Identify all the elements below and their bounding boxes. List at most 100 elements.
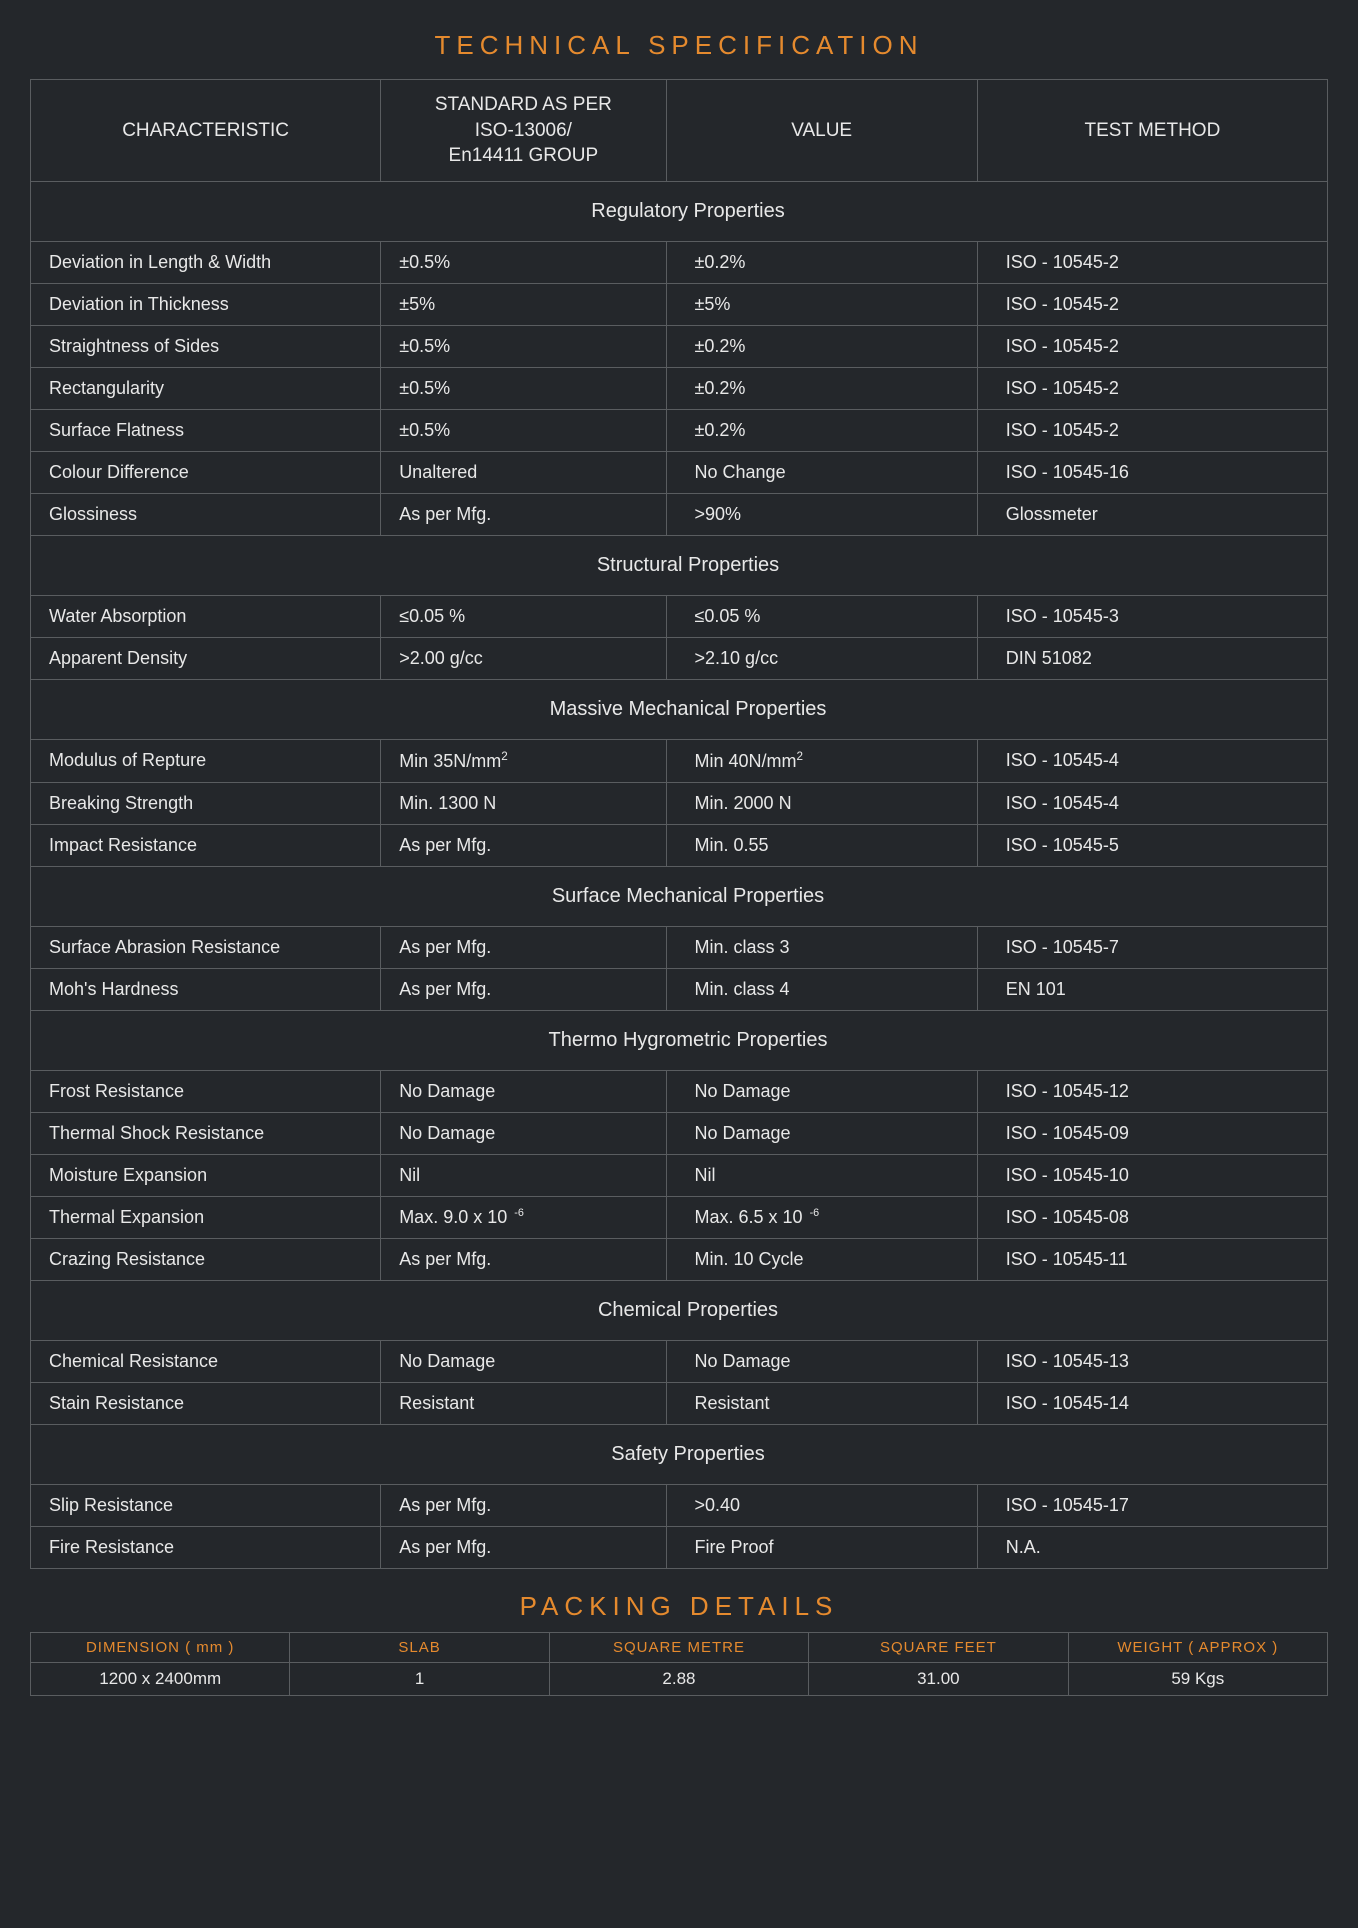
spec-cell-c4: ISO - 10545-5: [977, 824, 1327, 866]
spec-cell-c3: Max. 6.5 x 10 -6: [666, 1196, 977, 1238]
spec-row: Stain ResistanceResistantResistantISO - …: [31, 1382, 1328, 1424]
spec-cell-c2: No Damage: [381, 1112, 666, 1154]
spec-cell-c1: Apparent Density: [31, 637, 381, 679]
spec-row: GlossinessAs per Mfg.>90%Glossmeter: [31, 493, 1328, 535]
spec-row: Deviation in Thickness±5%±5%ISO - 10545-…: [31, 283, 1328, 325]
spec-row: Surface Abrasion ResistanceAs per Mfg.Mi…: [31, 926, 1328, 968]
packing-data-cell: 2.88: [549, 1662, 808, 1695]
spec-cell-c4: ISO - 10545-11: [977, 1238, 1327, 1280]
spec-row: Apparent Density>2.00 g/cc>2.10 g/ccDIN …: [31, 637, 1328, 679]
spec-cell-c2: >2.00 g/cc: [381, 637, 666, 679]
spec-cell-c3: Min 40N/mm2: [666, 739, 977, 782]
spec-cell-c2: As per Mfg.: [381, 824, 666, 866]
spec-cell-c1: Rectangularity: [31, 367, 381, 409]
spec-cell-c2: As per Mfg.: [381, 968, 666, 1010]
spec-cell-c3: No Damage: [666, 1340, 977, 1382]
spec-section-title: Regulatory Properties: [31, 181, 1328, 241]
spec-row: Water Absorption≤0.05 %≤0.05 %ISO - 1054…: [31, 595, 1328, 637]
spec-cell-c2: No Damage: [381, 1070, 666, 1112]
spec-header-test-method: TEST METHOD: [977, 80, 1327, 182]
spec-section-title: Chemical Properties: [31, 1280, 1328, 1340]
spec-cell-c1: Water Absorption: [31, 595, 381, 637]
spec-cell-c3: No Damage: [666, 1070, 977, 1112]
spec-cell-c1: Slip Resistance: [31, 1484, 381, 1526]
spec-cell-c1: Fire Resistance: [31, 1526, 381, 1568]
spec-cell-c3: No Damage: [666, 1112, 977, 1154]
spec-cell-c4: ISO - 10545-2: [977, 409, 1327, 451]
spec-cell-c2: As per Mfg.: [381, 1526, 666, 1568]
spec-row: Fire ResistanceAs per Mfg.Fire ProofN.A.: [31, 1526, 1328, 1568]
packing-title: PACKING DETAILS: [30, 1591, 1328, 1622]
spec-cell-c3: ≤0.05 %: [666, 595, 977, 637]
spec-cell-c3: ±0.2%: [666, 241, 977, 283]
packing-data-cell: 1200 x 2400mm: [31, 1662, 290, 1695]
spec-cell-c2: As per Mfg.: [381, 493, 666, 535]
spec-cell-c1: Breaking Strength: [31, 782, 381, 824]
spec-cell-c3: ±0.2%: [666, 367, 977, 409]
spec-cell-c3: Min. 0.55: [666, 824, 977, 866]
spec-row: Slip ResistanceAs per Mfg.>0.40ISO - 105…: [31, 1484, 1328, 1526]
spec-cell-c4: Glossmeter: [977, 493, 1327, 535]
spec-cell-c2: Min 35N/mm2: [381, 739, 666, 782]
spec-cell-c2: ±0.5%: [381, 325, 666, 367]
spec-header-characteristic: CHARACTERISTIC: [31, 80, 381, 182]
packing-header-cell: SQUARE FEET: [809, 1632, 1068, 1662]
spec-cell-c2: ±0.5%: [381, 241, 666, 283]
spec-cell-c2: Min. 1300 N: [381, 782, 666, 824]
spec-cell-c2: Resistant: [381, 1382, 666, 1424]
spec-cell-c4: ISO - 10545-16: [977, 451, 1327, 493]
packing-header-cell: WEIGHT ( APPROX ): [1068, 1632, 1327, 1662]
spec-cell-c2: As per Mfg.: [381, 926, 666, 968]
spec-row: Rectangularity±0.5%±0.2%ISO - 10545-2: [31, 367, 1328, 409]
spec-cell-c4: ISO - 10545-4: [977, 782, 1327, 824]
spec-cell-c3: >2.10 g/cc: [666, 637, 977, 679]
spec-row: Breaking StrengthMin. 1300 NMin. 2000 NI…: [31, 782, 1328, 824]
packing-table: DIMENSION ( mm )SLABSQUARE METRESQUARE F…: [30, 1632, 1328, 1696]
spec-cell-c3: No Change: [666, 451, 977, 493]
spec-cell-c1: Moh's Hardness: [31, 968, 381, 1010]
spec-cell-c3: Nil: [666, 1154, 977, 1196]
packing-data-row: 1200 x 2400mm12.8831.0059 Kgs: [31, 1662, 1328, 1695]
spec-cell-c2: As per Mfg.: [381, 1484, 666, 1526]
spec-cell-c2: No Damage: [381, 1340, 666, 1382]
spec-cell-c1: Impact Resistance: [31, 824, 381, 866]
spec-title: TECHNICAL SPECIFICATION: [30, 30, 1328, 61]
spec-cell-c4: ISO - 10545-12: [977, 1070, 1327, 1112]
spec-section-header: Structural Properties: [31, 535, 1328, 595]
spec-cell-c1: Deviation in Length & Width: [31, 241, 381, 283]
spec-row: Straightness of Sides±0.5%±0.2%ISO - 105…: [31, 325, 1328, 367]
spec-cell-c3: Min. 10 Cycle: [666, 1238, 977, 1280]
spec-row: Moh's HardnessAs per Mfg.Min. class 4EN …: [31, 968, 1328, 1010]
spec-cell-c4: ISO - 10545-08: [977, 1196, 1327, 1238]
spec-section-header: Safety Properties: [31, 1424, 1328, 1484]
spec-section-header: Chemical Properties: [31, 1280, 1328, 1340]
spec-row: Surface Flatness±0.5%±0.2%ISO - 10545-2: [31, 409, 1328, 451]
spec-row: Colour DifferenceUnalteredNo ChangeISO -…: [31, 451, 1328, 493]
spec-cell-c3: Fire Proof: [666, 1526, 977, 1568]
spec-cell-c4: ISO - 10545-14: [977, 1382, 1327, 1424]
spec-cell-c4: DIN 51082: [977, 637, 1327, 679]
spec-cell-c3: Min. 2000 N: [666, 782, 977, 824]
spec-header-standard: STANDARD AS PERISO-13006/En14411 GROUP: [381, 80, 666, 182]
spec-section-title: Safety Properties: [31, 1424, 1328, 1484]
spec-section-title: Surface Mechanical Properties: [31, 866, 1328, 926]
spec-header-row: CHARACTERISTIC STANDARD AS PERISO-13006/…: [31, 80, 1328, 182]
spec-header-value: VALUE: [666, 80, 977, 182]
spec-cell-c1: Crazing Resistance: [31, 1238, 381, 1280]
spec-table: CHARACTERISTIC STANDARD AS PERISO-13006/…: [30, 79, 1328, 1569]
spec-cell-c4: ISO - 10545-3: [977, 595, 1327, 637]
spec-section-title: Structural Properties: [31, 535, 1328, 595]
spec-cell-c4: ISO - 10545-4: [977, 739, 1327, 782]
spec-row: Deviation in Length & Width±0.5%±0.2%ISO…: [31, 241, 1328, 283]
packing-data-cell: 1: [290, 1662, 549, 1695]
spec-cell-c3: >90%: [666, 493, 977, 535]
spec-section-header: Massive Mechanical Properties: [31, 679, 1328, 739]
spec-cell-c4: ISO - 10545-2: [977, 325, 1327, 367]
spec-row: Crazing ResistanceAs per Mfg.Min. 10 Cyc…: [31, 1238, 1328, 1280]
spec-section-header: Regulatory Properties: [31, 181, 1328, 241]
spec-section-title: Thermo Hygrometric Properties: [31, 1010, 1328, 1070]
spec-section-title: Massive Mechanical Properties: [31, 679, 1328, 739]
spec-cell-c4: ISO - 10545-17: [977, 1484, 1327, 1526]
spec-section-header: Thermo Hygrometric Properties: [31, 1010, 1328, 1070]
spec-cell-c4: EN 101: [977, 968, 1327, 1010]
